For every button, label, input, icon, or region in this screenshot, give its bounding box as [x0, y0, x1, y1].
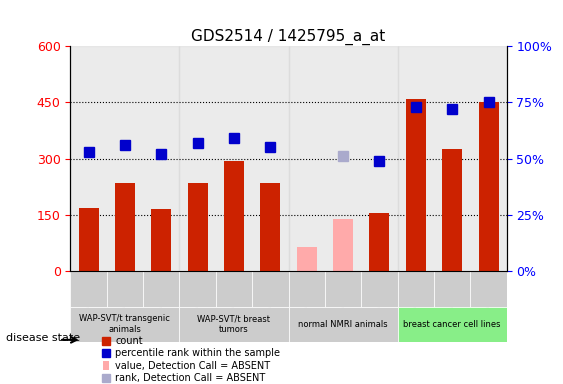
FancyBboxPatch shape	[434, 271, 470, 306]
FancyBboxPatch shape	[289, 306, 397, 342]
Bar	[180, 46, 288, 271]
FancyBboxPatch shape	[397, 271, 434, 306]
Bar	[406, 99, 426, 271]
Bar	[115, 183, 135, 271]
Bar	[289, 46, 397, 271]
Bar	[151, 209, 171, 271]
Bar	[187, 183, 208, 271]
Text: normal NMRI animals: normal NMRI animals	[298, 319, 388, 329]
Bar	[103, 361, 109, 370]
FancyBboxPatch shape	[180, 271, 216, 306]
Bar	[224, 161, 244, 271]
Bar	[397, 46, 507, 271]
FancyBboxPatch shape	[143, 271, 180, 306]
Text: percentile rank within the sample: percentile rank within the sample	[115, 348, 280, 358]
Bar	[333, 219, 353, 271]
FancyBboxPatch shape	[252, 271, 289, 306]
FancyBboxPatch shape	[216, 271, 252, 306]
Text: WAP-SVT/t transgenic
animals: WAP-SVT/t transgenic animals	[79, 314, 171, 334]
Text: count: count	[115, 336, 143, 346]
FancyBboxPatch shape	[180, 306, 289, 342]
Title: GDS2514 / 1425795_a_at: GDS2514 / 1425795_a_at	[191, 28, 386, 45]
Text: WAP-SVT/t breast
tumors: WAP-SVT/t breast tumors	[198, 314, 270, 334]
FancyBboxPatch shape	[107, 271, 143, 306]
Bar	[260, 183, 280, 271]
FancyBboxPatch shape	[70, 271, 107, 306]
FancyBboxPatch shape	[361, 271, 397, 306]
Text: value, Detection Call = ABSENT: value, Detection Call = ABSENT	[115, 361, 270, 371]
FancyBboxPatch shape	[70, 306, 180, 342]
FancyBboxPatch shape	[397, 306, 507, 342]
Text: rank, Detection Call = ABSENT: rank, Detection Call = ABSENT	[115, 373, 265, 383]
FancyBboxPatch shape	[289, 271, 325, 306]
Text: breast cancer cell lines: breast cancer cell lines	[404, 319, 501, 329]
Bar	[297, 247, 317, 271]
Bar	[369, 213, 390, 271]
Bar	[79, 207, 99, 271]
FancyBboxPatch shape	[470, 271, 507, 306]
Bar	[70, 46, 180, 271]
Text: disease state: disease state	[6, 333, 80, 343]
Bar	[442, 149, 462, 271]
FancyBboxPatch shape	[325, 271, 361, 306]
Bar	[479, 103, 498, 271]
